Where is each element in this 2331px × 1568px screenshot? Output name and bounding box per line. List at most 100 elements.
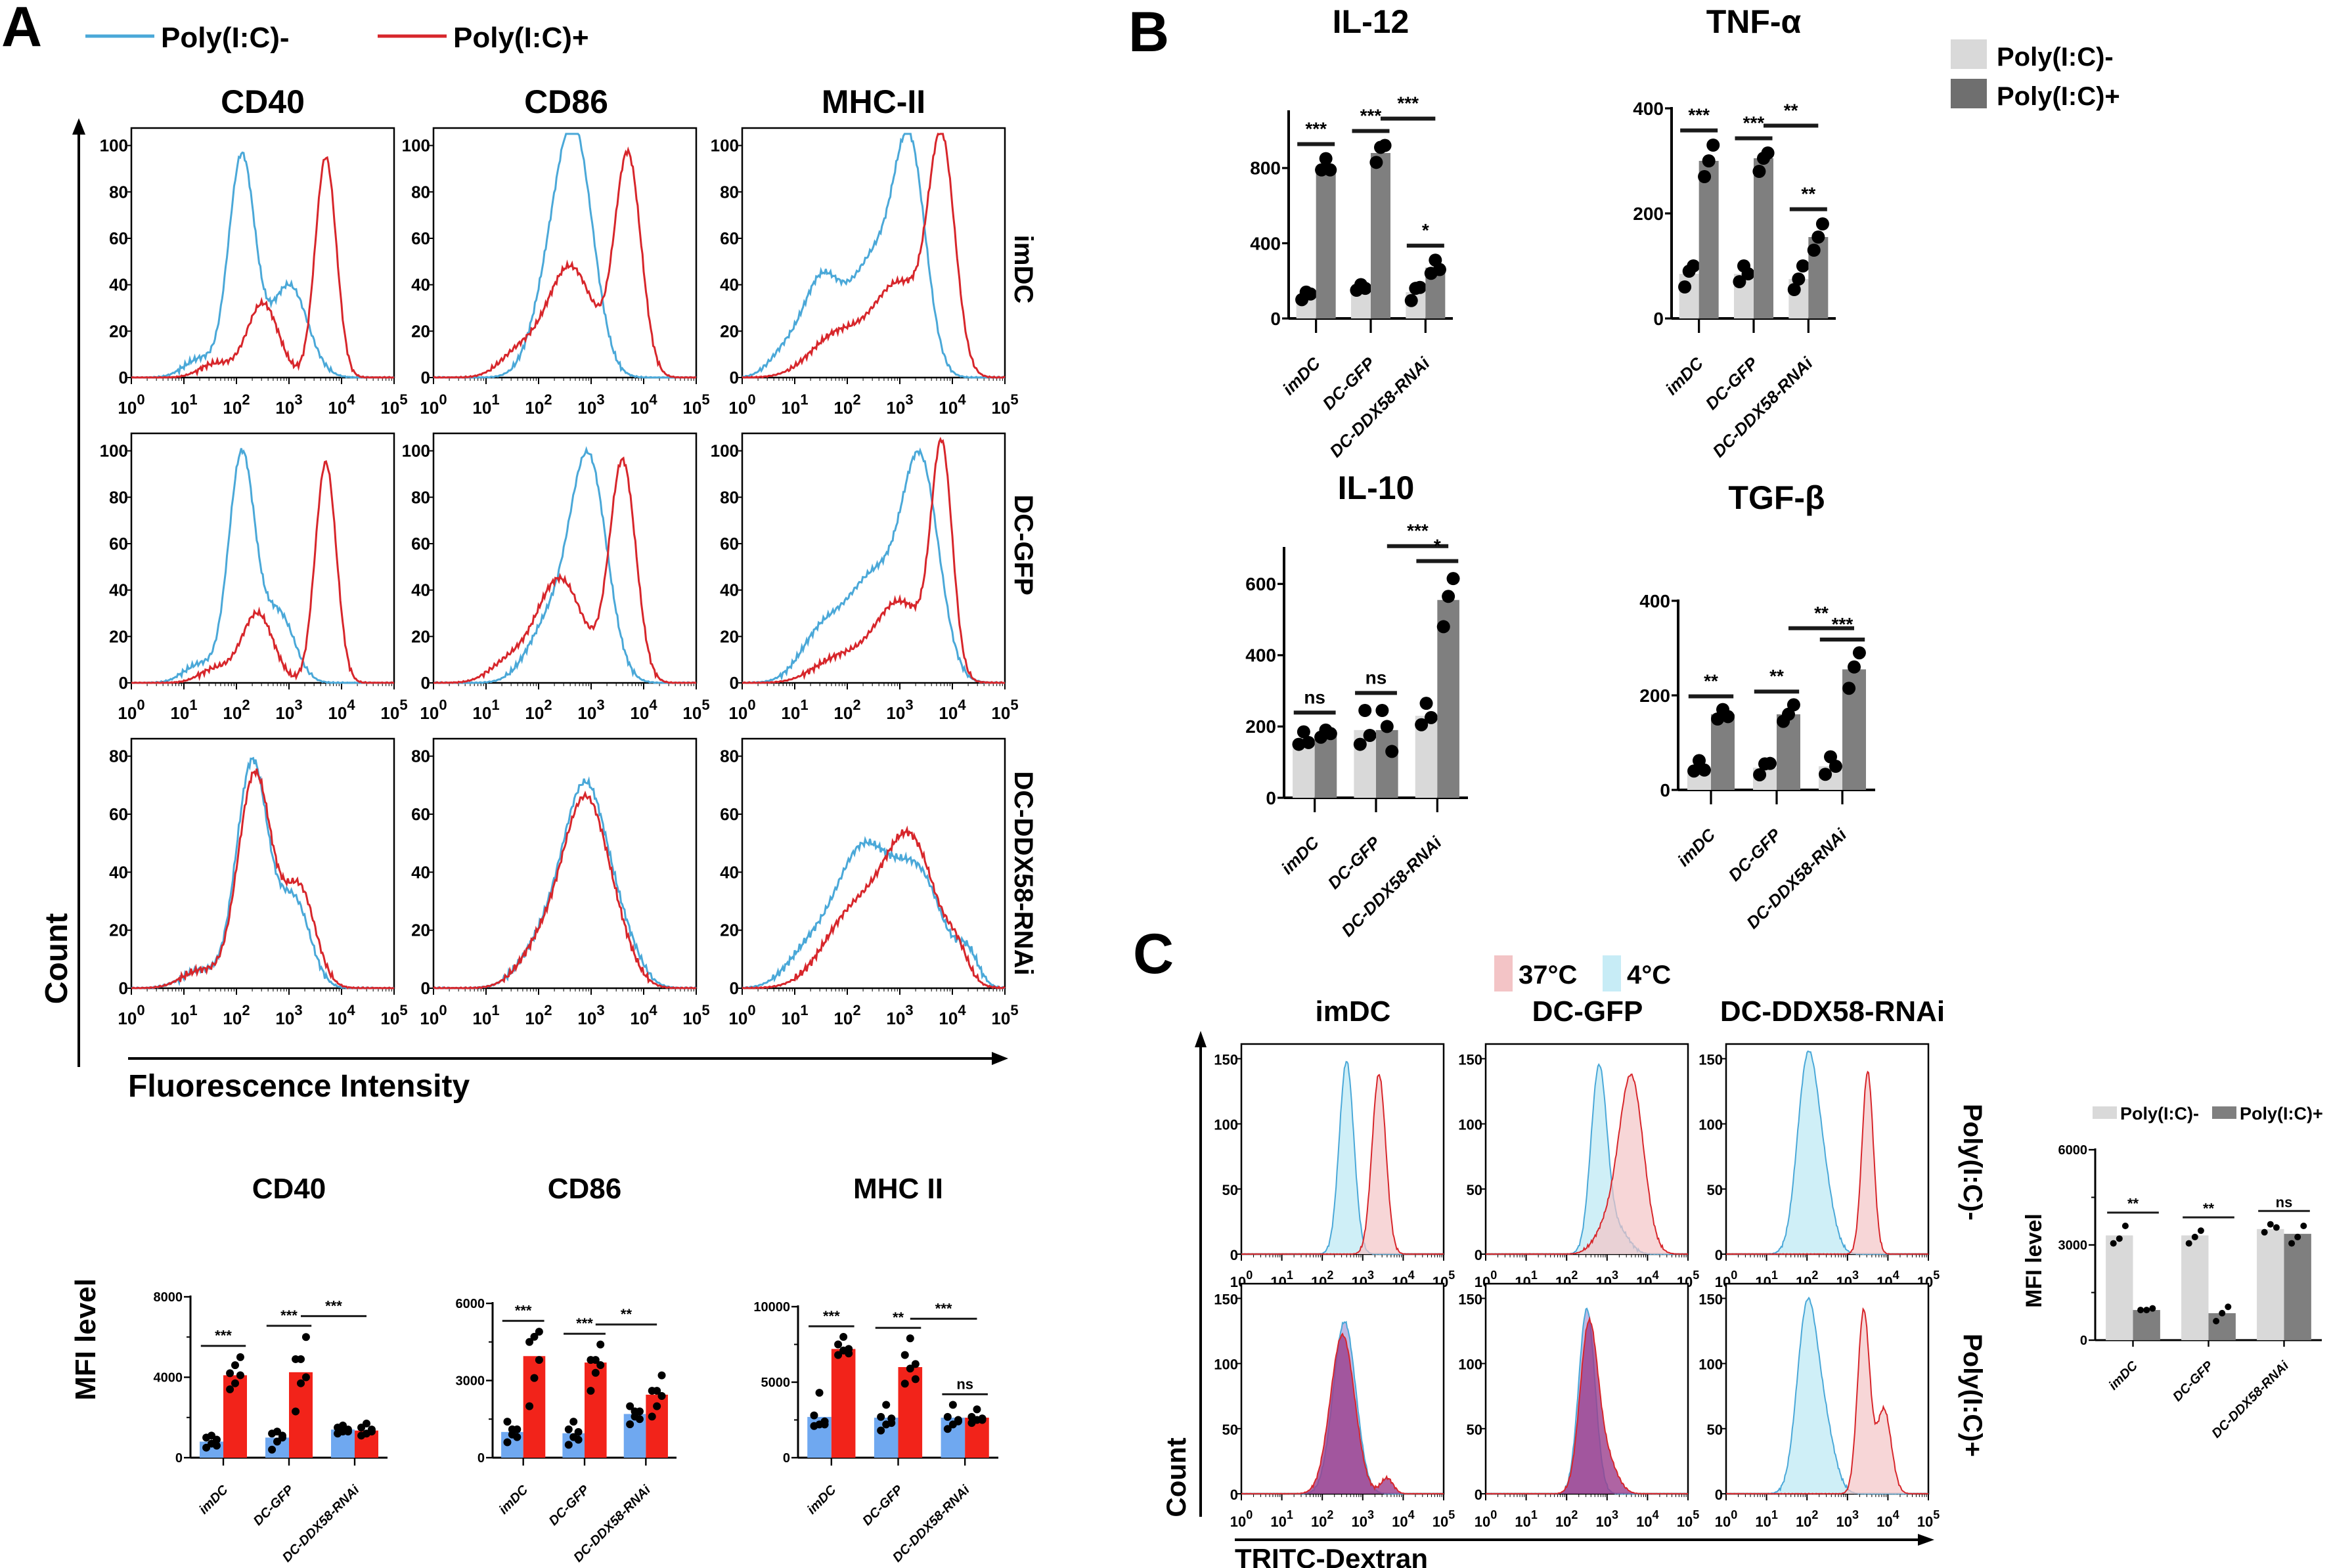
y-tick-label: 0 (1270, 309, 1281, 329)
poly-plus-line (433, 146, 697, 379)
significance-label: *** (215, 1328, 232, 1344)
data-point (2110, 1240, 2117, 1247)
y-tick-label: 5000 (761, 1376, 791, 1390)
significance-label: ns (1304, 687, 1325, 707)
data-point (820, 1417, 829, 1426)
data-point (2121, 1223, 2129, 1229)
data-point (1815, 217, 1829, 230)
legend-swatch-poly-plus (2212, 1106, 2236, 1119)
category-label: DC-GFP (251, 1483, 297, 1529)
x-tick-label: 104 (1636, 1508, 1659, 1530)
bar-poly-plus (1437, 599, 1459, 798)
histogram-plot: 0 20 40 60 80 100 101 102 103 104 105 (720, 737, 1019, 1028)
significance-label: ns (956, 1376, 973, 1392)
x-tick-label: 105 (1432, 1508, 1455, 1530)
x-tick-label: 105 (682, 391, 709, 418)
significance-label: *** (1832, 614, 1854, 634)
data-point (906, 1334, 914, 1343)
x-tick-label: 105 (991, 391, 1018, 418)
significance-label: *** (576, 1315, 593, 1332)
37c-fill (1726, 1309, 1928, 1494)
significance-label: *** (1407, 521, 1429, 541)
histogram-plot: 0 20 40 60 80 100 100 101 102 103 104 105 (711, 127, 1019, 418)
significance-label: ** (1769, 666, 1784, 686)
x-tick-label: 103 (1352, 1508, 1375, 1530)
y-tick-label: 400 (1639, 591, 1670, 611)
y-tick-label: 0 (1230, 1487, 1238, 1503)
data-point (2300, 1223, 2307, 1229)
significance-label: * (1422, 220, 1429, 240)
data-point (591, 1368, 600, 1377)
y-tick-label: 0 (119, 978, 128, 998)
significance-label: ** (1801, 184, 1815, 204)
y-tick-label: 150 (1458, 1051, 1482, 1068)
37c-line (1241, 1074, 1444, 1255)
data-point (236, 1371, 244, 1380)
y-tick-label: 80 (720, 182, 739, 202)
y-tick-label: 0 (2080, 1334, 2087, 1348)
y-tick-label: 0 (119, 673, 128, 693)
plot-frame (130, 737, 395, 990)
x-tick-label: 102 (833, 697, 860, 723)
4c-fill (1726, 1297, 1928, 1494)
y-tick-label: 80 (109, 182, 128, 202)
data-point (363, 1419, 370, 1427)
data-point (574, 1435, 583, 1444)
x-tick-label: 102 (1796, 1508, 1819, 1530)
plot-frame (432, 737, 698, 990)
y-tick-label: 0 (1475, 1487, 1482, 1503)
data-point (954, 1417, 962, 1426)
significance-label: ns (1365, 667, 1387, 687)
x-tick-label: 105 (1677, 1508, 1700, 1530)
data-point (1304, 287, 1318, 301)
y-tick-label: 200 (1639, 686, 1670, 706)
panel-c-legend: 37°C 4°C (1494, 955, 1671, 991)
data-point (1319, 152, 1333, 165)
category-label: DC-DDX58-RNAi (1708, 353, 1817, 461)
data-point (1848, 660, 1861, 674)
significance-label: *** (1397, 93, 1419, 114)
x-arrowhead-icon (992, 1052, 1008, 1065)
data-point (596, 1361, 605, 1369)
y-tick-label: 0 (730, 368, 739, 387)
panel-b-legend: Poly(I:C)- Poly(I:C)+ (1951, 39, 2120, 111)
poly-minus-line (433, 446, 697, 684)
y-tick-label: 50 (1707, 1422, 1723, 1438)
data-point (1763, 756, 1777, 770)
data-point (226, 1369, 234, 1378)
category-label: imDC (1674, 824, 1720, 870)
data-point (1811, 230, 1825, 244)
y-tick-label: 40 (720, 275, 739, 295)
poly-plus-line (742, 437, 1005, 684)
data-point (900, 1351, 909, 1359)
y-tick-label: 100 (402, 441, 430, 461)
y-tick-label: 3000 (2058, 1238, 2088, 1253)
y-tick-label: 80 (411, 487, 430, 507)
bar-poly-plus (2284, 1234, 2311, 1340)
data-point (2116, 1235, 2123, 1242)
data-point (530, 1374, 539, 1382)
data-point (236, 1353, 244, 1361)
x-tick-label: 105 (682, 1002, 709, 1028)
histogram-plot: 0 20 40 60 80 100 100 101 102 103 104 105 (711, 432, 1019, 723)
y-tick-label: 60 (720, 804, 739, 824)
data-point (2191, 1233, 2198, 1240)
data-point (297, 1355, 305, 1363)
y-tick-label: 50 (1467, 1422, 1482, 1438)
x-tick-label: 103 (1596, 1508, 1619, 1530)
data-point (631, 1407, 639, 1416)
bar-poly-minus (2106, 1235, 2133, 1340)
y-tick-label: 0 (1230, 1247, 1238, 1263)
x-tick-label: 103 (886, 1002, 913, 1028)
data-point (911, 1360, 920, 1368)
y-tick-label: 100 (711, 441, 739, 461)
y-tick-label: 150 (1214, 1291, 1238, 1307)
bar-poly-minus (2181, 1235, 2209, 1340)
